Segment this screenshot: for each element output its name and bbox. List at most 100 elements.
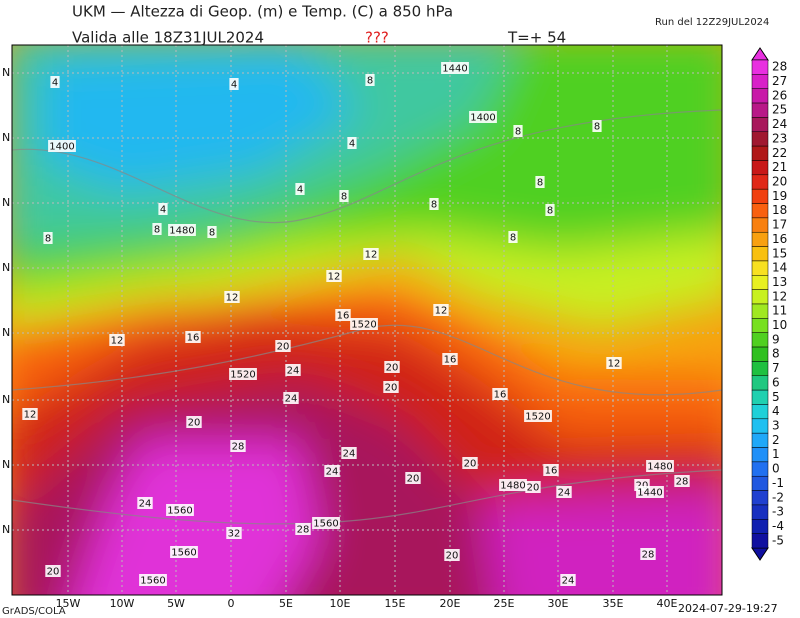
colorbar-label: 1 — [772, 447, 780, 461]
colorbar-swatch — [751, 318, 769, 333]
lat-label: N — [2, 66, 10, 79]
contour-label-bg — [365, 74, 375, 86]
contour-label: 4 — [231, 80, 237, 91]
contour-label: 8 — [367, 76, 373, 87]
colorbar-label: -4 — [772, 519, 784, 533]
contour-label-bg — [139, 574, 167, 586]
contour-label: 8 — [431, 200, 437, 211]
colorbar-swatch — [751, 160, 769, 176]
contour-label: 12 — [111, 336, 124, 347]
contour-label: 1560 — [167, 506, 192, 517]
contour-label: 28 — [676, 477, 689, 488]
contour-label-bg — [433, 304, 449, 316]
colorbar-swatch — [751, 174, 769, 190]
colorbar-label: 8 — [772, 347, 780, 361]
lon-label: 30E — [548, 597, 569, 610]
contour-label: 28 — [642, 550, 655, 561]
contour-label-bg — [168, 224, 196, 236]
contour-label-bg — [326, 270, 342, 282]
map-frame — [11, 44, 723, 596]
contour-label-bg — [230, 440, 246, 452]
contour-label: 20 — [464, 459, 477, 470]
colorbar-swatch — [751, 475, 769, 491]
contour-label-bg — [50, 76, 60, 88]
contour-label-bg — [207, 226, 217, 238]
colorbar-label: 14 — [772, 261, 787, 275]
contour-label-bg — [469, 111, 497, 123]
colorbar-swatch — [751, 188, 769, 204]
contour-label-bg — [525, 481, 541, 493]
colorbar-label: 25 — [772, 103, 787, 117]
lon-label: 5W — [167, 597, 185, 610]
contour-label-bg — [22, 408, 38, 420]
contour-label: 20 — [385, 383, 398, 394]
lon-label: 35E — [603, 597, 624, 610]
flag: ??? — [365, 29, 389, 47]
lat-label: N — [2, 131, 10, 144]
contour-label: 24 — [562, 576, 575, 587]
contour-label: 1440 — [637, 488, 662, 499]
contour-label-bg — [444, 549, 460, 561]
contour-label-bg — [48, 140, 76, 152]
colorbar-label: 9 — [772, 332, 780, 346]
lat-label: N — [2, 326, 10, 339]
contour-label-bg — [383, 381, 399, 393]
contour-label-bg — [363, 248, 379, 260]
contour-label: 28 — [297, 525, 310, 536]
colorbar-swatch — [751, 203, 769, 219]
colorbar-swatch — [751, 361, 769, 377]
contour-label: 24 — [326, 467, 339, 478]
contour-label: 24 — [285, 394, 298, 405]
colorbar-label: 18 — [772, 203, 787, 217]
colorbar-swatch — [751, 519, 769, 534]
colorbar-swatch — [751, 504, 769, 520]
contour-label-bg — [335, 309, 351, 321]
colorbar-label: 0 — [772, 462, 780, 476]
colorbar-label: 15 — [772, 246, 787, 260]
contour-label: 12 — [226, 293, 239, 304]
contour-label: 1480 — [647, 462, 672, 473]
contour-label: 24 — [558, 488, 571, 499]
contour-label: 1400 — [49, 142, 74, 153]
colorbar-swatch — [751, 217, 769, 233]
contour-label-bg — [186, 416, 202, 428]
contour-label: 20 — [277, 342, 290, 353]
contour-label: 4 — [52, 78, 58, 89]
contour-label-bg — [224, 291, 240, 303]
contour-label: 1560 — [313, 519, 338, 530]
title: UKM — Altezza di Geop. (m) e Temp. (C) a… — [72, 3, 453, 21]
lat-label: N — [2, 196, 10, 209]
colorbar-swatch — [751, 332, 769, 348]
contour-label-bg — [636, 486, 664, 498]
contour-label-bg — [442, 353, 458, 365]
contour-label-bg — [462, 457, 478, 469]
contour-label: 1440 — [442, 64, 467, 75]
colorbar-label: -5 — [772, 533, 784, 547]
contour-label-bg — [543, 464, 559, 476]
contour-label: 20 — [407, 474, 420, 485]
contour-label: 8 — [154, 225, 160, 236]
colorbar-label: 20 — [772, 175, 787, 189]
contour-label: 4 — [349, 139, 355, 150]
contour-label: 1480 — [500, 481, 525, 492]
lon-label: 20E — [440, 597, 461, 610]
colorbar-label: -2 — [772, 490, 784, 504]
contour-label: 32 — [228, 529, 241, 540]
contour-label-bg — [545, 204, 555, 216]
lon-label: 25E — [494, 597, 515, 610]
contour-label: 8 — [209, 228, 215, 239]
contour-label-bg — [556, 486, 572, 498]
colorbar-label: 4 — [772, 404, 780, 418]
contour-label: 8 — [510, 233, 516, 244]
contour-label: 12 — [24, 410, 37, 421]
colorbar-swatch — [751, 346, 769, 362]
contour-label-bg — [592, 120, 602, 132]
colorbar-swatch — [751, 59, 769, 75]
colorbar-arrow — [751, 47, 769, 61]
contour-label-bg — [185, 331, 201, 343]
colorbar-swatch — [751, 260, 769, 276]
contour-label: 24 — [139, 499, 152, 510]
